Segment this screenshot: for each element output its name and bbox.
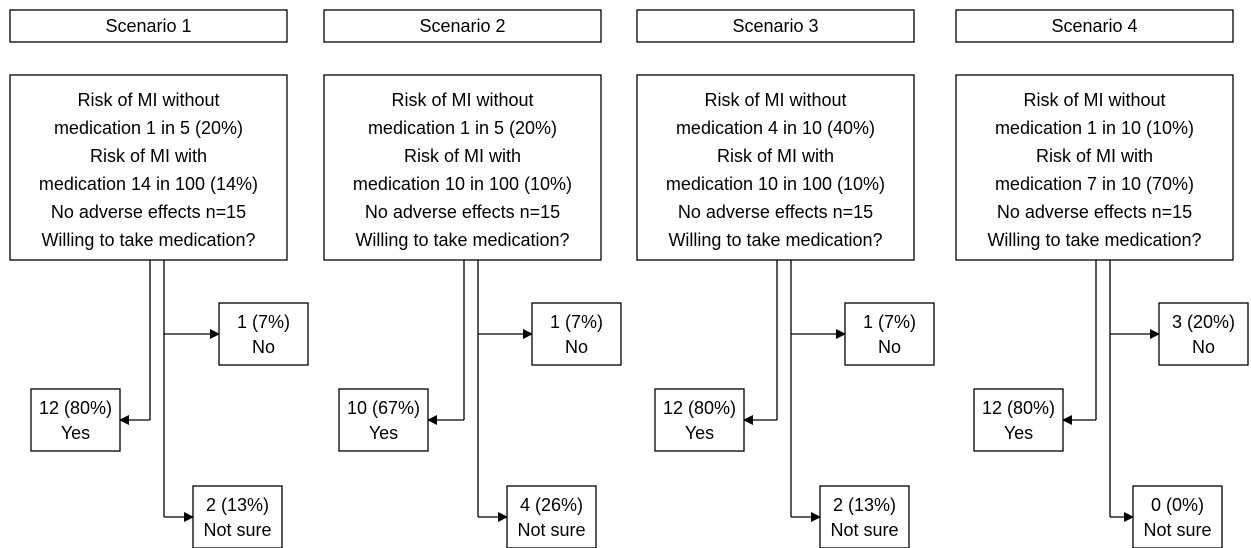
scenario-3-title: Scenario 3 <box>732 16 818 36</box>
scenario-3-question-box <box>636 74 915 261</box>
scenario-2-question-line-6: Willing to take medication? <box>355 230 569 250</box>
scenario-1-no-line-1: 1 (7%) <box>237 312 290 332</box>
scenario-3-notsure-box <box>819 485 910 548</box>
scenario-2-yes-line-2: Yes <box>369 423 398 443</box>
scenario-1-no-line-2: No <box>252 337 275 357</box>
scenario-2-notsure-line-2: Not sure <box>517 520 585 540</box>
scenario-1-title: Scenario 1 <box>105 16 191 36</box>
scenario-1-notsure-box <box>192 485 283 548</box>
scenario-4-yes-line-1: 12 (80%) <box>982 398 1055 418</box>
scenario-3-no-box <box>844 302 935 366</box>
scenario-1-question-line-3: Risk of MI with <box>90 146 207 166</box>
scenario-3-yes-line-1: 12 (80%) <box>663 398 736 418</box>
scenario-3-no-line-1: 1 (7%) <box>863 312 916 332</box>
scenario-1-question-box <box>9 74 288 261</box>
scenario-2-question-line-4: medication 10 in 100 (10%) <box>353 174 572 194</box>
scenario-4-notsure-box <box>1132 485 1223 548</box>
scenario-4-question-line-2: medication 1 in 10 (10%) <box>995 118 1194 138</box>
scenario-4-notsure-line-2: Not sure <box>1143 520 1211 540</box>
scenario-4-title: Scenario 4 <box>1051 16 1137 36</box>
scenario-2-notsure-line-1: 4 (26%) <box>520 495 583 515</box>
scenario-1-yes-line-1: 12 (80%) <box>39 398 112 418</box>
scenario-1-title-box <box>9 9 288 43</box>
scenario-4-no-line-2: No <box>1192 337 1215 357</box>
scenario-1-question-line-1: Risk of MI without <box>77 90 219 110</box>
scenario-3-column: Scenario 3 Risk of MI without medication 4… <box>636 9 935 548</box>
scenario-1-question-line-2: medication 1 in 5 (20%) <box>54 118 243 138</box>
scenario-4-no-line-1: 3 (20%) <box>1172 312 1235 332</box>
scenario-4-no-box <box>1158 302 1249 366</box>
scenario-1-yes-box <box>30 388 121 452</box>
scenario-1-notsure-line-2: Not sure <box>203 520 271 540</box>
scenario-3-question-line-4: medication 10 in 100 (10%) <box>666 174 885 194</box>
scenario-2-title-box <box>323 9 602 43</box>
scenario-3-question-line-5: No adverse effects n=15 <box>678 202 873 222</box>
scenario-4-question-line-5: No adverse effects n=15 <box>997 202 1192 222</box>
scenario-2-no-box <box>531 302 622 366</box>
scenario-2-question-line-1: Risk of MI without <box>391 90 533 110</box>
scenario-4-yes-box <box>973 388 1064 452</box>
scenario-4-title-box <box>955 9 1234 43</box>
scenario-4-yes-line-2: Yes <box>1004 423 1033 443</box>
scenario-3-yes-box <box>654 388 745 452</box>
scenario-2-question-box <box>323 74 602 261</box>
scenario-4-question-line-3: Risk of MI with <box>1036 146 1153 166</box>
scenario-4-question-box <box>955 74 1234 261</box>
scenario-2-question-line-2: medication 1 in 5 (20%) <box>368 118 557 138</box>
scenario-3-question-line-1: Risk of MI without <box>704 90 846 110</box>
scenario-2-yes-line-1: 10 (67%) <box>347 398 420 418</box>
scenario-2-no-line-1: 1 (7%) <box>550 312 603 332</box>
scenario-1-question-line-4: medication 14 in 100 (14%) <box>39 174 258 194</box>
scenario-1-notsure-line-1: 2 (13%) <box>206 495 269 515</box>
scenario-4-question-line-1: Risk of MI without <box>1023 90 1165 110</box>
scenario-3-question-line-6: Willing to take medication? <box>668 230 882 250</box>
scenario-4-column: Scenario 4 Risk of MI without medication 1… <box>955 9 1249 548</box>
scenario-3-notsure-line-1: 2 (13%) <box>833 495 896 515</box>
scenario-3-yes-line-2: Yes <box>685 423 714 443</box>
scenario-2-question-line-3: Risk of MI with <box>404 146 521 166</box>
scenario-1-yes-line-2: Yes <box>61 423 90 443</box>
scenario-1-no-box <box>218 302 309 366</box>
scenario-2-title: Scenario 2 <box>419 16 505 36</box>
scenario-2-notsure-box <box>506 485 597 548</box>
scenario-2-no-line-2: No <box>565 337 588 357</box>
scenario-2-column: Scenario 2 Risk of MI without medication 1… <box>323 9 622 548</box>
scenario-3-notsure-line-2: Not sure <box>830 520 898 540</box>
scenario-3-question-line-3: Risk of MI with <box>717 146 834 166</box>
scenario-1-question-line-5: No adverse effects n=15 <box>51 202 246 222</box>
scenario-1-column: Scenario 1 Risk of MI without medication 1… <box>9 9 309 548</box>
scenario-1-question-line-6: Willing to take medication? <box>41 230 255 250</box>
scenario-2-yes-box <box>338 388 429 452</box>
scenario-4-question-line-4: medication 7 in 10 (70%) <box>995 174 1194 194</box>
scenario-4-notsure-line-1: 0 (0%) <box>1151 495 1204 515</box>
scenario-3-title-box <box>636 9 915 43</box>
scenario-2-question-line-5: No adverse effects n=15 <box>365 202 560 222</box>
scenario-3-no-line-2: No <box>878 337 901 357</box>
scenario-3-question-line-2: medication 4 in 10 (40%) <box>676 118 875 138</box>
scenario-4-question-line-6: Willing to take medication? <box>987 230 1201 250</box>
